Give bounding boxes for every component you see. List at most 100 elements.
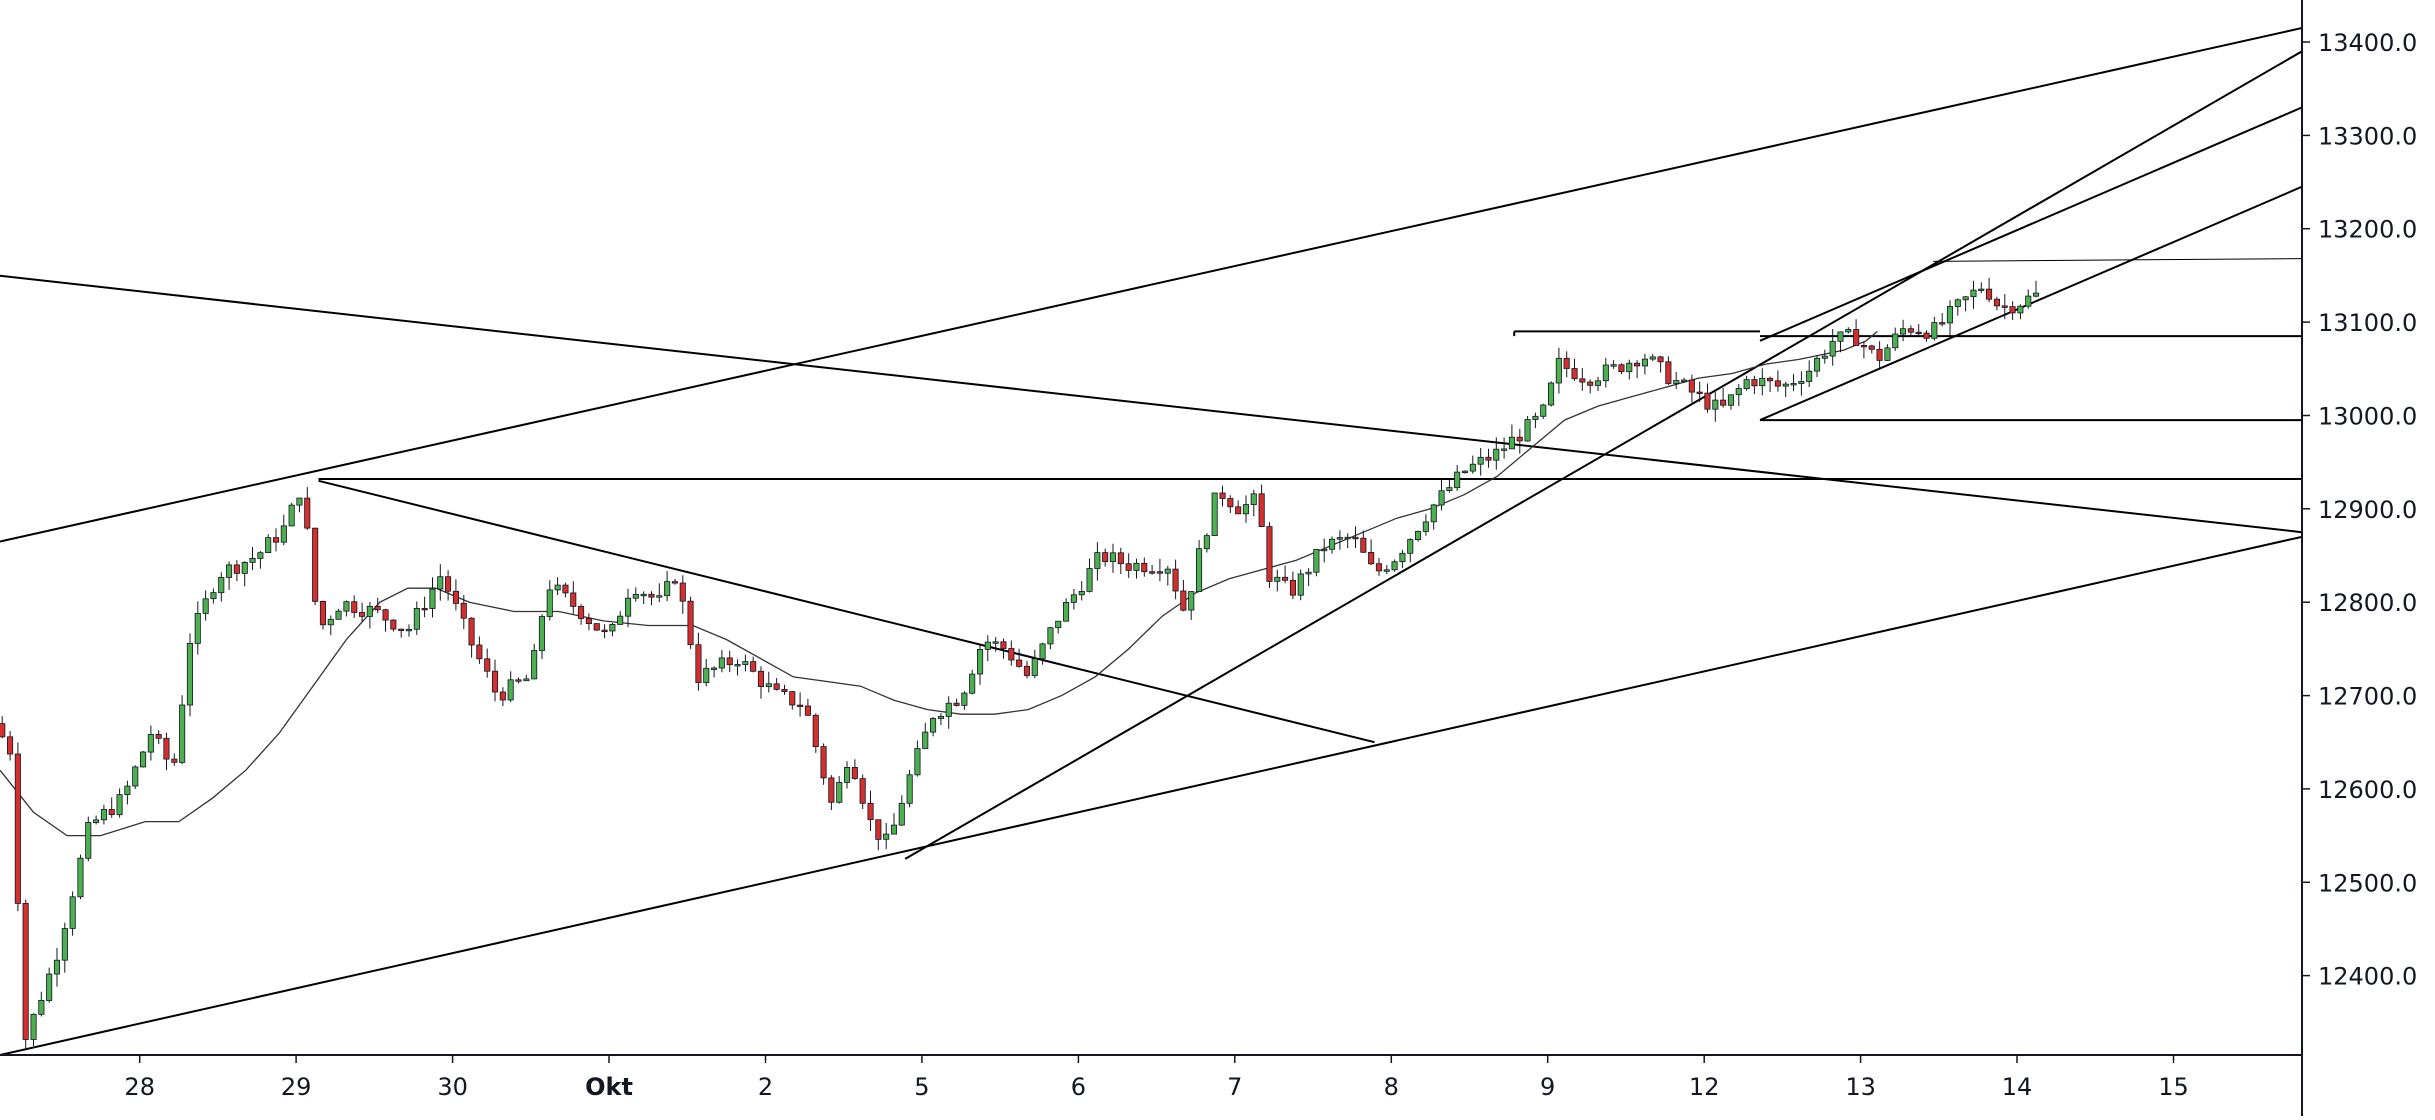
candle-247[interactable] (1931, 316, 1938, 341)
candle-179[interactable] (1399, 549, 1406, 569)
candle-100[interactable] (781, 684, 788, 695)
candle-43[interactable] (335, 608, 342, 620)
candle-52[interactable] (405, 624, 412, 637)
candle-47[interactable] (366, 601, 373, 629)
candle-21[interactable] (163, 732, 170, 771)
candle-208[interactable] (1626, 359, 1633, 380)
candle-147[interactable] (1149, 564, 1156, 575)
candle-56[interactable] (437, 564, 444, 601)
trendline-12[interactable] (1933, 258, 2302, 262)
candle-196[interactable] (1532, 412, 1539, 429)
candle-233[interactable] (1821, 349, 1828, 364)
candle-260[interactable] (2033, 280, 2040, 298)
candle-131[interactable] (1023, 660, 1031, 679)
candle-50[interactable] (390, 619, 397, 632)
candle-53[interactable] (413, 601, 420, 635)
x-axis[interactable]: 28 29 30 Okt 2 5 6 7 8 9 12 13 14 15 (124, 1055, 2189, 1101)
candle-212[interactable] (1657, 355, 1664, 373)
candle-242[interactable] (1892, 327, 1899, 351)
candle-142[interactable] (1109, 543, 1117, 573)
candle-245[interactable] (1915, 324, 1922, 335)
candle-173[interactable] (1352, 526, 1359, 548)
candle-77[interactable] (601, 624, 608, 639)
candle-74[interactable] (578, 604, 585, 625)
candle-32[interactable] (249, 547, 256, 570)
candle-220[interactable] (1720, 387, 1727, 408)
candle-35[interactable] (272, 528, 280, 552)
candle-3[interactable] (22, 899, 29, 1050)
candle-206[interactable] (1610, 360, 1617, 369)
candle-45[interactable] (351, 595, 358, 618)
candle-170[interactable] (1329, 536, 1336, 554)
candle-205[interactable] (1602, 357, 1609, 388)
candle-188[interactable] (1469, 455, 1476, 474)
candle-178[interactable] (1391, 559, 1398, 572)
candle-39[interactable] (304, 487, 311, 531)
candle-254[interactable] (1986, 277, 1993, 303)
candle-249[interactable] (1946, 300, 1954, 336)
candle-231[interactable] (1806, 360, 1813, 387)
candle-85[interactable] (664, 571, 671, 602)
candle-244[interactable] (1907, 325, 1914, 337)
candle-88[interactable] (687, 596, 694, 649)
candle-187[interactable] (1461, 470, 1469, 474)
candle-128[interactable] (1000, 638, 1007, 659)
candle-40[interactable] (312, 527, 319, 606)
candle-62[interactable] (484, 648, 491, 678)
candle-127[interactable] (992, 637, 999, 652)
candle-151[interactable] (1180, 580, 1187, 612)
candle-183[interactable] (1430, 503, 1437, 530)
candle-258[interactable] (2017, 304, 2024, 320)
candle-111[interactable] (867, 790, 874, 832)
candle-10[interactable] (77, 854, 84, 900)
candle-59[interactable] (460, 595, 467, 630)
candle-81[interactable] (632, 587, 639, 602)
candle-207[interactable] (1618, 363, 1625, 375)
candle-126[interactable] (984, 635, 991, 661)
candle-229[interactable] (1790, 374, 1797, 392)
candle-177[interactable] (1383, 565, 1390, 575)
candle-93[interactable] (726, 650, 733, 673)
candle-109[interactable] (851, 759, 858, 780)
candle-211[interactable] (1649, 354, 1656, 361)
candle-37[interactable] (288, 502, 295, 527)
candle-27[interactable] (210, 588, 217, 604)
candle-124[interactable] (969, 669, 976, 695)
trendline-5[interactable] (1759, 106, 2302, 342)
candle-26[interactable] (202, 590, 209, 621)
candle-198[interactable] (1548, 381, 1555, 407)
candle-60[interactable] (468, 617, 475, 658)
candle-166[interactable] (1297, 569, 1304, 601)
candle-104[interactable] (812, 713, 819, 753)
candle-107[interactable] (836, 776, 843, 804)
candle-153[interactable] (1196, 540, 1203, 593)
candle-251[interactable] (1962, 296, 1969, 312)
candle-33[interactable] (257, 551, 264, 569)
candle-191[interactable] (1493, 437, 1500, 470)
candle-5[interactable] (38, 991, 45, 1017)
candle-34[interactable] (265, 534, 272, 553)
candle-129[interactable] (1008, 640, 1015, 666)
candle-240[interactable] (1876, 341, 1883, 368)
candle-17[interactable] (132, 765, 139, 789)
candle-41[interactable] (319, 600, 326, 630)
candle-89[interactable] (695, 632, 702, 691)
candle-38[interactable] (296, 497, 303, 513)
trendline-3[interactable] (318, 479, 1375, 744)
candle-159[interactable] (1242, 495, 1250, 523)
candle-192[interactable] (1501, 437, 1508, 459)
candle-75[interactable] (585, 613, 592, 631)
candle-256[interactable] (2001, 294, 2008, 320)
candle-235[interactable] (1837, 331, 1844, 353)
candle-65[interactable] (507, 671, 514, 702)
candle-82[interactable] (640, 591, 647, 604)
candle-99[interactable] (773, 678, 780, 691)
candle-150[interactable] (1172, 559, 1179, 600)
trendline-4[interactable] (904, 50, 2302, 860)
candle-169[interactable] (1321, 538, 1328, 563)
candle-92[interactable] (718, 650, 725, 673)
candle-199[interactable] (1555, 347, 1562, 394)
candle-162[interactable] (1266, 522, 1273, 588)
y-axis[interactable]: 12400.0 12500.0 12600.0 12700.0 12800.0 12900… (2302, 29, 2417, 991)
